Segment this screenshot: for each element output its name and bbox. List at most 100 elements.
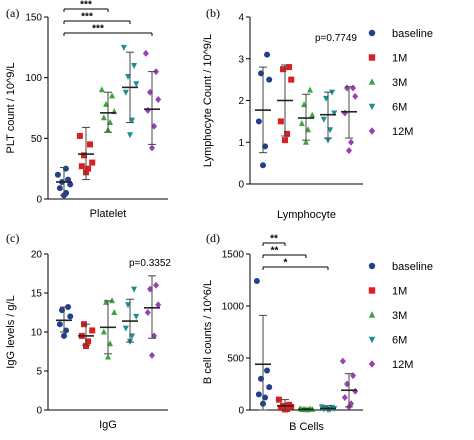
data-point: [67, 181, 74, 188]
data-point: [298, 119, 305, 126]
data-point: [56, 185, 63, 192]
data-point: [255, 391, 262, 398]
group-12M: [339, 357, 359, 411]
panel-label: (d): [206, 231, 220, 245]
legend-marker: [368, 311, 376, 318]
data-point: [78, 163, 85, 170]
significance-label: *: [284, 258, 288, 269]
data-point: [122, 89, 129, 96]
data-point: [309, 111, 316, 118]
data-point: [341, 394, 348, 402]
data-point: [318, 404, 325, 411]
p-value-annotation: p=0.7749: [315, 33, 357, 44]
data-point: [127, 132, 133, 139]
legend-marker: [368, 54, 376, 61]
data-point: [264, 51, 271, 58]
group-12M: [144, 275, 162, 359]
legend-label: 6M: [392, 102, 407, 114]
data-point: [260, 162, 266, 169]
significance-bracket: *: [262, 258, 329, 270]
data-point: [89, 327, 96, 334]
y-tick-label: 0: [238, 180, 244, 191]
data-point: [133, 81, 140, 88]
group-3M: [98, 86, 118, 133]
legend-item-3M: 3M: [368, 310, 407, 322]
data-point: [282, 137, 288, 144]
legend-label: 1M: [392, 286, 407, 298]
data-point: [131, 286, 138, 293]
data-point: [87, 141, 94, 148]
significance-bracket: ***: [63, 0, 109, 12]
legend-marker: [368, 360, 376, 368]
group-6M: [320, 89, 338, 144]
legend-marker: [368, 78, 376, 85]
legend-marker: [368, 103, 376, 111]
significance-bracket: ***: [63, 24, 153, 36]
data-point: [85, 338, 92, 345]
panel-b: (b) 0 1 2 3 4 Lymphocyte Lymphocyte Count / 10^…: [202, 6, 363, 221]
data-point: [129, 117, 136, 124]
x-axis-label: B Cells: [289, 421, 324, 433]
legend-bottom: baseline 1M 3M 6M 12M: [368, 261, 433, 371]
legend-label: 3M: [392, 310, 407, 322]
data-point: [122, 325, 129, 332]
data-point: [348, 138, 355, 146]
panel-label: (a): [6, 6, 19, 20]
data-point: [67, 313, 74, 320]
significance-label: **: [271, 246, 279, 257]
y-tick-label: 0: [36, 195, 42, 206]
group-3M: [296, 405, 316, 413]
data-point: [266, 76, 273, 83]
data-point: [339, 357, 346, 365]
data-point: [129, 333, 136, 340]
legend-item-6M: 6M: [368, 102, 407, 114]
data-point: [83, 343, 89, 350]
y-tick-label: 5: [36, 367, 42, 378]
x-axis-label: Lymphocyte: [277, 209, 336, 221]
data-point: [142, 49, 149, 57]
legend-label: baseline: [392, 261, 433, 273]
y-axis-label: PLT count / 10^9/L: [5, 63, 17, 154]
data-point: [149, 144, 155, 152]
data-point: [352, 387, 359, 395]
group-6M: [122, 286, 140, 345]
data-point: [255, 118, 262, 125]
y-tick-label: 1000: [222, 302, 245, 313]
legend-label: 6M: [392, 335, 407, 347]
y-axis-label: Lymphocyte Count / 10^9/L: [202, 34, 214, 167]
significance-bracket: **: [262, 234, 286, 246]
legend-label: baseline: [392, 28, 433, 40]
panel-label: (c): [6, 231, 19, 245]
data-point: [153, 68, 160, 76]
y-tick-label: 100: [25, 73, 42, 84]
significance-label: ***: [92, 24, 104, 35]
data-point: [107, 340, 114, 347]
group-1M: [275, 396, 295, 413]
y-tick-label: 1500: [222, 250, 245, 261]
y-axis-label: IgG levels / g/L: [5, 295, 17, 368]
legend-item-6M: 6M: [368, 335, 407, 347]
group-12M: [341, 84, 359, 155]
data-point: [305, 126, 312, 133]
data-point: [346, 147, 352, 155]
data-point: [288, 76, 295, 83]
group-1M: [76, 126, 96, 181]
data-point: [153, 281, 160, 289]
y-tick-label: 50: [31, 134, 43, 145]
group-3M: [298, 86, 316, 145]
group-6M: [120, 44, 140, 139]
data-point: [266, 384, 273, 391]
significance-label: ***: [80, 0, 92, 11]
legend-item-1M: 1M: [368, 53, 407, 65]
data-point: [56, 321, 63, 328]
data-point: [262, 394, 269, 401]
data-point: [253, 278, 260, 285]
data-point: [81, 152, 88, 159]
data-point: [155, 96, 162, 104]
legend-label: 3M: [392, 77, 407, 89]
panel-label: (b): [206, 6, 220, 20]
data-point: [303, 138, 309, 145]
data-point: [348, 400, 355, 408]
data-point: [98, 86, 105, 93]
